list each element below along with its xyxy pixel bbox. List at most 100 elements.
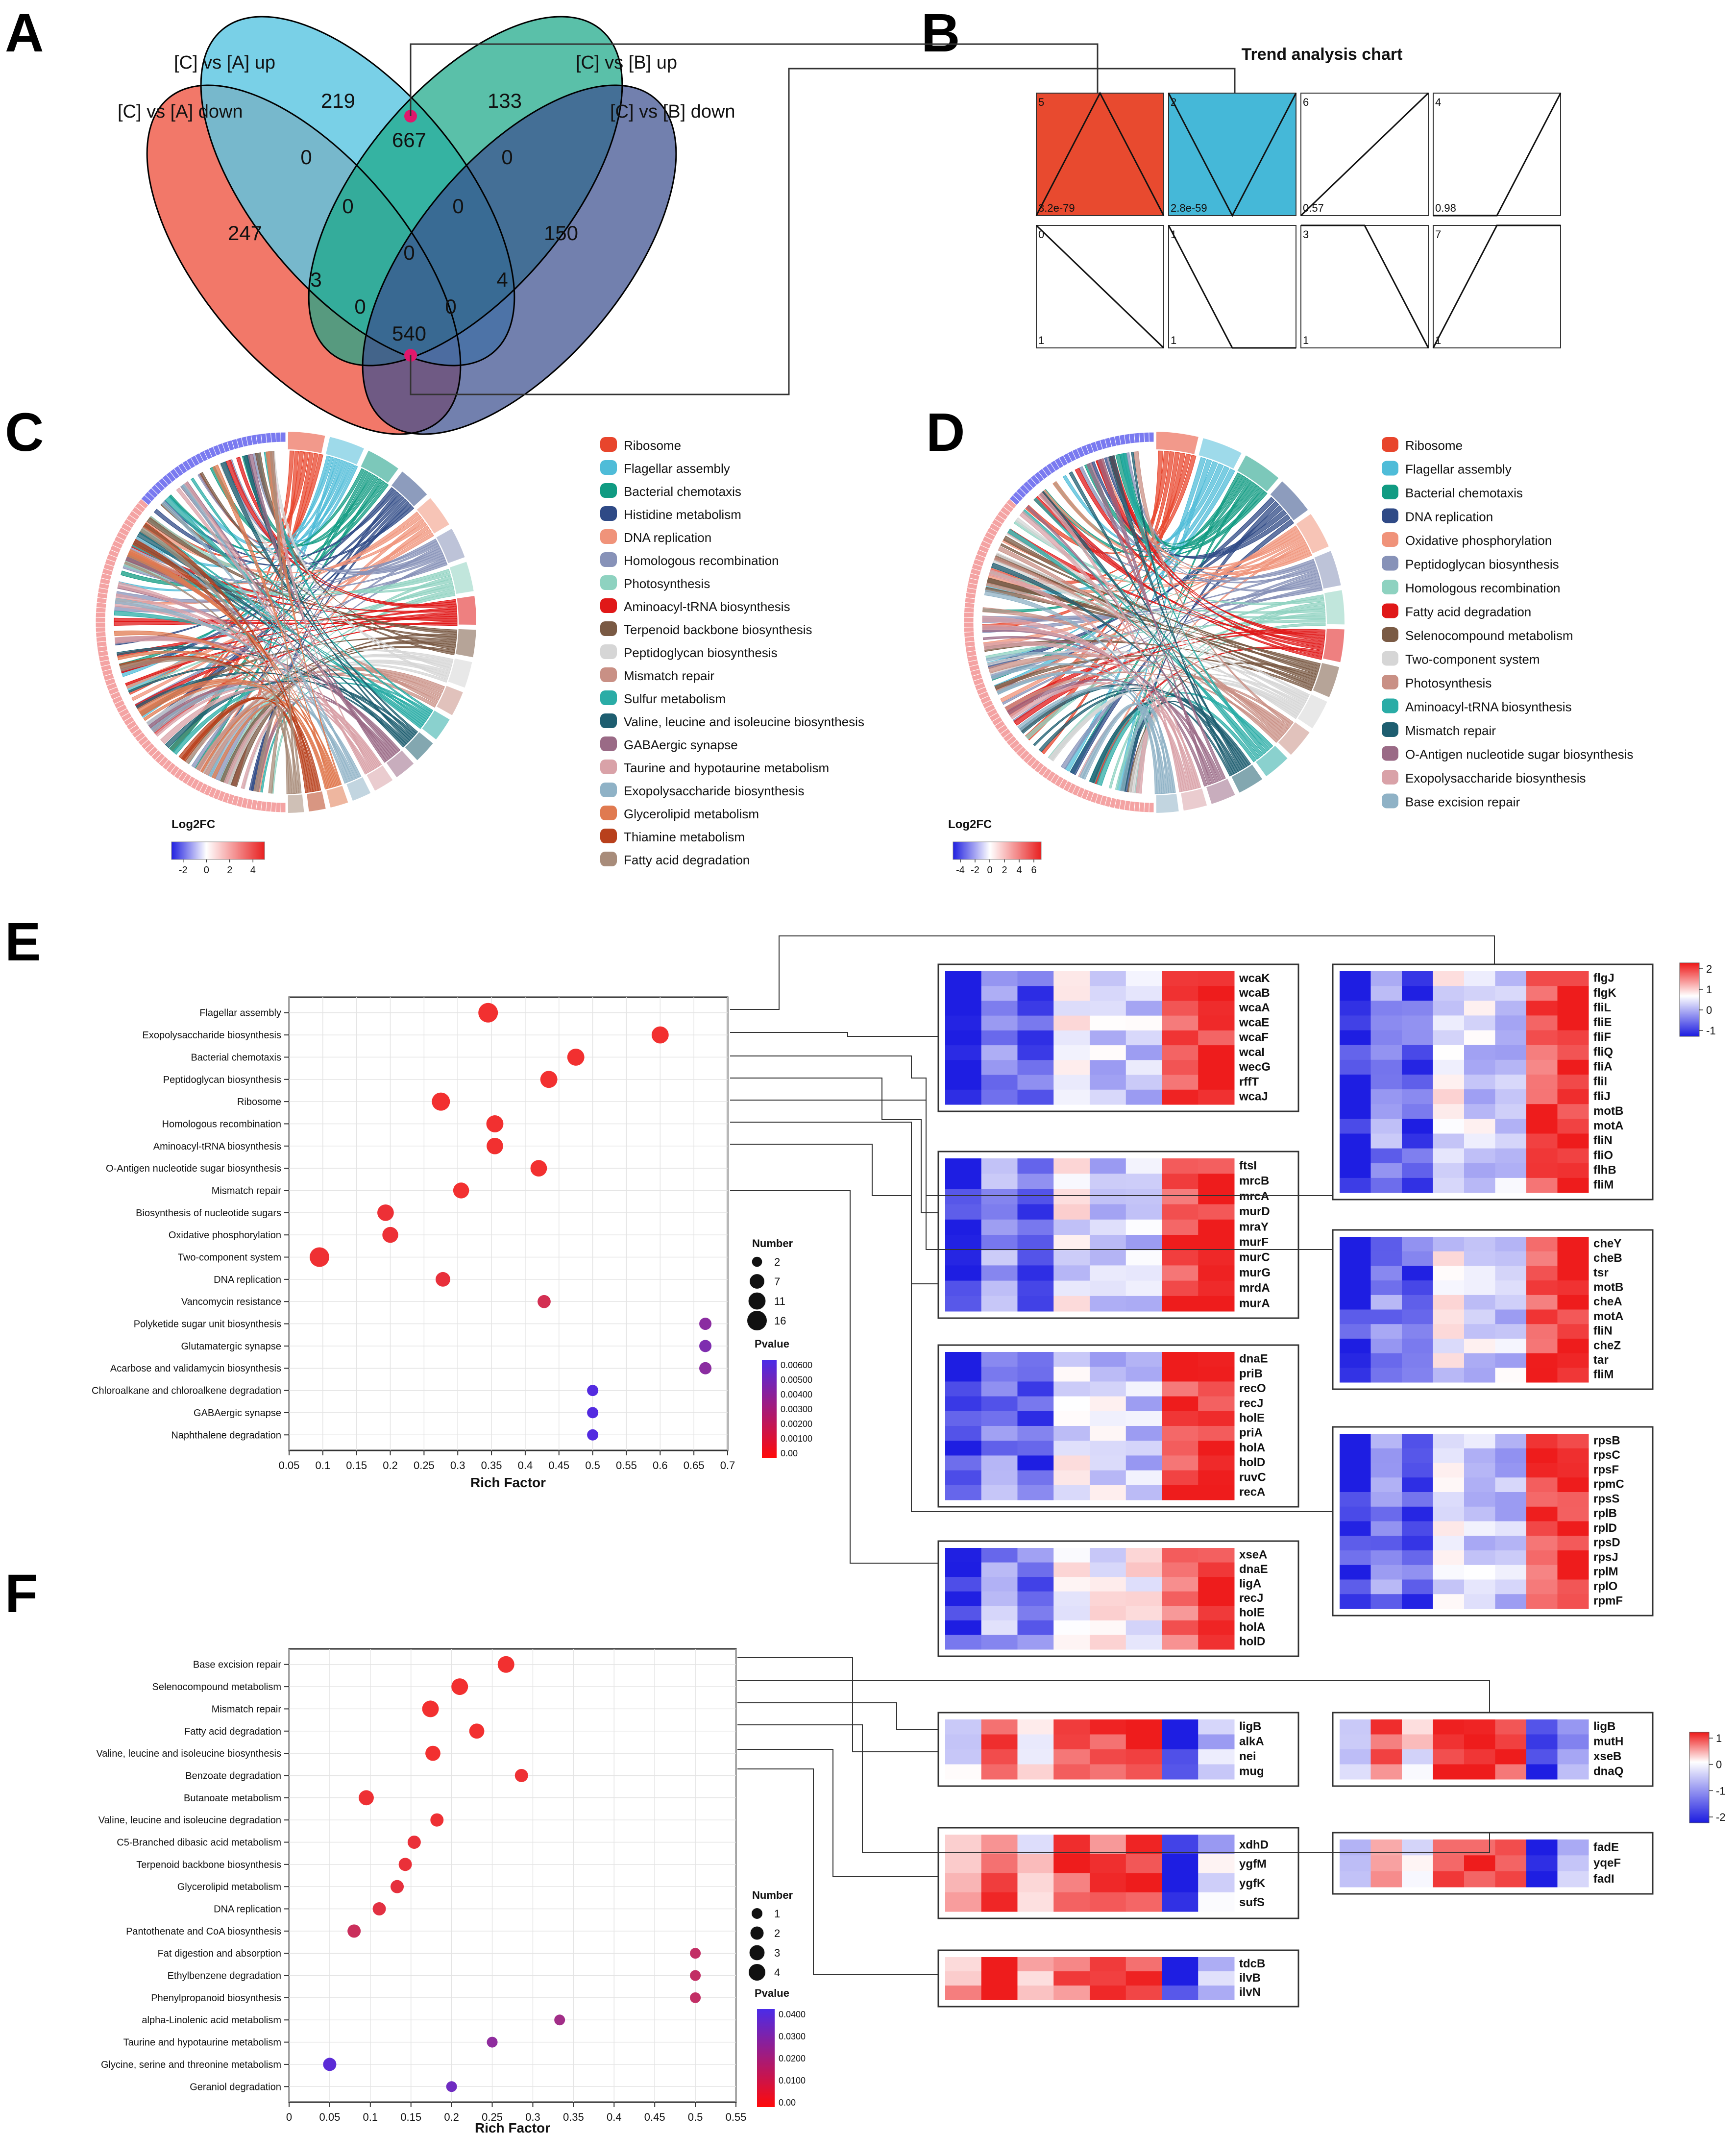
heatmap-gene-label: motB xyxy=(1593,1280,1623,1294)
heatmap-cell xyxy=(1162,1591,1198,1606)
heatmap-cell xyxy=(981,1719,1018,1735)
heatmap-cell xyxy=(1090,1089,1126,1105)
heatmap-cell xyxy=(1090,1296,1126,1312)
heatmap-cell xyxy=(1495,971,1527,986)
heatmap-cell xyxy=(1017,1280,1054,1297)
heatmap-cell xyxy=(1557,1177,1589,1193)
heatmap-gene-label: fliA xyxy=(1593,1060,1613,1073)
heatmap-cell xyxy=(1464,1749,1495,1765)
heatmap-cell xyxy=(945,1219,982,1235)
heatmap-cell xyxy=(1402,1163,1433,1178)
heatmap-cell xyxy=(945,1873,982,1893)
heatmap-cell xyxy=(1526,1353,1558,1368)
heatmap-cell xyxy=(1370,1855,1402,1872)
heatmap-cell xyxy=(1162,1562,1198,1577)
heatmap-cell xyxy=(1162,1381,1198,1397)
heatmap-cell xyxy=(1017,1426,1054,1441)
chord-ribbon xyxy=(984,589,1176,793)
heatmap-cell xyxy=(1053,1296,1090,1312)
venn-count: 3 xyxy=(310,268,321,291)
pathway-arc xyxy=(324,436,366,466)
heatmap-gene-label: wecG xyxy=(1239,1060,1271,1074)
chord-ribbon xyxy=(1013,632,1325,726)
heatmap-cell xyxy=(981,1381,1018,1397)
heatmap-cell xyxy=(1198,1089,1235,1105)
heatmap-cell xyxy=(1433,1104,1465,1119)
heatmap-cell xyxy=(1433,1177,1465,1193)
heatmap-cell xyxy=(1053,1265,1090,1281)
legend-swatch xyxy=(600,644,617,659)
bubble-plot-frame-f xyxy=(288,1648,737,2103)
panel-label-b: B xyxy=(921,3,960,63)
size-legend-title-e: Number xyxy=(752,1237,793,1250)
x-tick-label: 0.05 xyxy=(319,2111,340,2123)
heatmap-cell xyxy=(1495,1492,1527,1507)
heatmap-cell xyxy=(1495,1521,1527,1536)
connector-line xyxy=(737,1768,938,1975)
chord-ribbon xyxy=(1033,687,1251,765)
legend-label: Fatty acid degradation xyxy=(1405,605,1531,619)
panel-label-f: F xyxy=(5,1564,38,1624)
heatmap-cell xyxy=(1198,1873,1235,1893)
heatmap-cell xyxy=(1125,1089,1162,1105)
heatmap-cell xyxy=(1402,1001,1433,1016)
heatmap-cell xyxy=(1090,1719,1126,1735)
heatmap-cell xyxy=(1125,1470,1162,1486)
pathway-arc xyxy=(420,709,451,741)
heatmap-gene-label: tdcB xyxy=(1239,1957,1265,1970)
heatmap-cell xyxy=(981,1971,1018,1986)
x-tick-label: 0.1 xyxy=(316,1459,331,1472)
heatmap-cell xyxy=(981,1250,1018,1266)
legend-label: Glycerolipid metabolism xyxy=(624,807,759,821)
heatmap-cell xyxy=(1017,1606,1054,1621)
colorbar-tick-label: -4 xyxy=(956,865,965,876)
heatmap-cell xyxy=(1125,1562,1162,1577)
connector-line xyxy=(737,1680,938,1752)
heat-colorbar-tick-label: 0 xyxy=(1716,1759,1722,1771)
heatmap-cell xyxy=(1370,1749,1402,1765)
heatmap-cell xyxy=(981,1957,1018,1972)
heatmap-cell xyxy=(981,1620,1018,1635)
heatmap-cell xyxy=(1495,1001,1527,1016)
heatmap-cell xyxy=(1495,1855,1527,1872)
bubble-plot-e: 0.05 0.1 0.15 0.2 0.25 0.3 0.35 0.4 0.45 0.5 0.55 0… xyxy=(92,997,735,1472)
heatmap-cell xyxy=(945,1158,982,1174)
heatmap-cell xyxy=(1557,1148,1589,1164)
venn-diagram xyxy=(146,16,677,435)
heatmap-cell xyxy=(1370,1506,1402,1521)
pathway-arc xyxy=(1323,589,1345,626)
legend-label: Ribosome xyxy=(624,438,681,453)
heatmap-cell xyxy=(1340,1030,1371,1046)
chord-ribbon xyxy=(988,569,1184,792)
pathway-arc xyxy=(1230,763,1264,794)
venn-count: 0 xyxy=(452,195,464,218)
heatmap-gene-label: recO xyxy=(1239,1382,1266,1395)
chord-ribbon xyxy=(150,685,356,781)
term-label: Ribosome xyxy=(237,1097,281,1107)
heatmap-cell xyxy=(1162,1764,1198,1780)
size-legend-label: 7 xyxy=(774,1275,780,1288)
heatmap-cell xyxy=(1125,1015,1162,1031)
chord-ribbon xyxy=(982,564,1317,633)
pvalue-tick-label: 0.00400 xyxy=(781,1390,812,1399)
heatmap-cell xyxy=(945,1030,982,1046)
chord-ribbon xyxy=(1120,707,1169,794)
heatmap-cell xyxy=(981,1396,1018,1412)
heatmap-cell xyxy=(1090,986,1126,1001)
color-legend-title-f: Pvalue xyxy=(755,1987,789,1999)
trend-profile-box xyxy=(1168,93,1296,216)
chord-ribbon xyxy=(1039,491,1239,773)
heatmap-cell xyxy=(1198,971,1235,986)
x-axis-label-e: Rich Factor xyxy=(470,1475,546,1490)
heatmap-cell xyxy=(1526,1338,1558,1354)
heatmap-cell xyxy=(1370,1001,1402,1016)
chord-ribbon xyxy=(1015,517,1310,697)
venn-count: 150 xyxy=(544,221,578,245)
heatmap-cell xyxy=(1402,1734,1433,1750)
term-label: Oxidative phosphorylation xyxy=(169,1230,281,1241)
heatmap-cell xyxy=(1053,1606,1090,1621)
venn-count: 247 xyxy=(228,221,262,245)
chord-ribbon xyxy=(114,630,341,786)
heatmap-cell xyxy=(1090,1892,1126,1912)
heatmap-cell xyxy=(1125,1591,1162,1606)
